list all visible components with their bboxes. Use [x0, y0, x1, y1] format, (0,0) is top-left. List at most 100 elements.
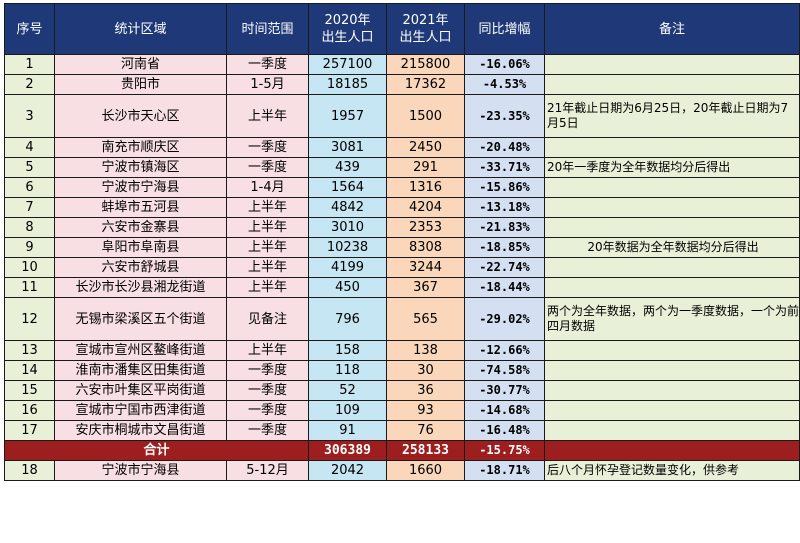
table-row: 15 六安市叶集区平岗街道 一季度 52 36 -30.77% — [4, 380, 800, 401]
table-row: 14 淮南市潘集区田集街道 一季度 118 30 -74.58% — [4, 360, 800, 381]
row-births-2021: 215800 — [386, 54, 465, 75]
header-region: 统计区域 — [54, 3, 227, 55]
row-region: 六安市金寨县 — [54, 217, 227, 238]
row-time-range: 上半年 — [226, 257, 309, 278]
row-region: 宁波市宁海县 — [54, 460, 227, 481]
row-note — [544, 197, 800, 218]
row-births-2021: 36 — [386, 380, 465, 401]
total-row: 合计 306389 258133 -15.75% — [4, 440, 800, 461]
row-note — [544, 54, 800, 75]
row-index: 6 — [4, 177, 55, 198]
table-row: 2 贵阳市 1-5月 18185 17362 -4.53% — [4, 74, 800, 95]
row-births-2021: 8308 — [386, 237, 465, 258]
row-region: 六安市舒城县 — [54, 257, 227, 278]
row-births-2020: 257100 — [308, 54, 387, 75]
row-births-2021: 1660 — [386, 460, 465, 481]
row-births-2021: 138 — [386, 340, 465, 361]
row-yoy-rate: -13.18% — [464, 197, 545, 218]
row-time-range: 一季度 — [226, 420, 309, 441]
row-yoy-rate: -16.06% — [464, 54, 545, 75]
row-births-2020: 439 — [308, 157, 387, 178]
total-births-2020: 306389 — [308, 440, 387, 461]
row-region: 淮南市潘集区田集街道 — [54, 360, 227, 381]
row-time-range: 一季度 — [226, 400, 309, 421]
row-births-2021: 30 — [386, 360, 465, 381]
row-births-2020: 796 — [308, 297, 387, 341]
row-births-2020: 2042 — [308, 460, 387, 481]
row-yoy-rate: -15.86% — [464, 177, 545, 198]
row-time-range: 1-4月 — [226, 177, 309, 198]
header-time: 时间范围 — [226, 3, 309, 55]
row-region: 无锡市梁溪区五个街道 — [54, 297, 227, 341]
row-index: 17 — [4, 420, 55, 441]
row-time-range: 一季度 — [226, 360, 309, 381]
total-note — [544, 440, 800, 461]
row-note — [544, 420, 800, 441]
row-region: 宁波市镇海区 — [54, 157, 227, 178]
row-time-range: 一季度 — [226, 380, 309, 401]
row-births-2020: 109 — [308, 400, 387, 421]
row-yoy-rate: -16.48% — [464, 420, 545, 441]
row-yoy-rate: -23.35% — [464, 94, 545, 138]
row-region: 宣城市宁国市西津街道 — [54, 400, 227, 421]
row-time-range: 5-12月 — [226, 460, 309, 481]
header-2021-label: 出生人口 — [399, 30, 452, 45]
header-note: 备注 — [544, 3, 800, 55]
row-births-2021: 1316 — [386, 177, 465, 198]
table-row: 3 长沙市天心区 上半年 1957 1500 -23.35% 21年截止日期为6月25日，2… — [4, 94, 800, 138]
row-region: 安庆市桐城市文昌街道 — [54, 420, 227, 441]
total-births-2021: 258133 — [386, 440, 465, 461]
row-births-2020: 1564 — [308, 177, 387, 198]
row-time-range: 一季度 — [226, 157, 309, 178]
row-note: 两个为全年数据，两个为一季度数据，一个为前四月数据 — [544, 297, 800, 341]
row-index: 12 — [4, 297, 55, 341]
row-note: 后八个月怀孕登记数量变化，供参考 — [544, 460, 800, 481]
row-index: 9 — [4, 237, 55, 258]
row-births-2021: 565 — [386, 297, 465, 341]
row-births-2021: 367 — [386, 277, 465, 298]
row-index: 18 — [4, 460, 55, 481]
row-births-2021: 76 — [386, 420, 465, 441]
row-index: 2 — [4, 74, 55, 95]
row-time-range: 见备注 — [226, 297, 309, 341]
row-births-2020: 4199 — [308, 257, 387, 278]
row-births-2020: 450 — [308, 277, 387, 298]
row-region: 阜阳市阜南县 — [54, 237, 227, 258]
table-row: 10 六安市舒城县 上半年 4199 3244 -22.74% — [4, 257, 800, 278]
row-births-2021: 2353 — [386, 217, 465, 238]
row-region: 宁波市宁海县 — [54, 177, 227, 198]
row-index: 7 — [4, 197, 55, 218]
row-yoy-rate: -14.68% — [464, 400, 545, 421]
header-row: 序号 统计区域 时间范围 2020年 出生人口 2021年 出生人口 同比增幅 备注 — [4, 3, 800, 55]
row-yoy-rate: -12.66% — [464, 340, 545, 361]
row-births-2021: 1500 — [386, 94, 465, 138]
row-note — [544, 360, 800, 381]
header-idx: 序号 — [4, 3, 55, 55]
row-yoy-rate: -30.77% — [464, 380, 545, 401]
row-births-2020: 3010 — [308, 217, 387, 238]
header-2020-year: 2020年 — [324, 13, 371, 28]
row-note — [544, 257, 800, 278]
total-yoy-rate: -15.75% — [464, 440, 545, 461]
table-row: 4 南充市顺庆区 一季度 3081 2450 -20.48% — [4, 137, 800, 158]
row-births-2021: 4204 — [386, 197, 465, 218]
row-births-2020: 4842 — [308, 197, 387, 218]
row-births-2021: 2450 — [386, 137, 465, 158]
birth-statistics-table: 序号 统计区域 时间范围 2020年 出生人口 2021年 出生人口 同比增幅 备注… — [4, 3, 800, 481]
row-yoy-rate: -18.44% — [464, 277, 545, 298]
table-row: 17 安庆市桐城市文昌街道 一季度 91 76 -16.48% — [4, 420, 800, 441]
table-row: 7 蚌埠市五河县 上半年 4842 4204 -13.18% — [4, 197, 800, 218]
row-births-2021: 93 — [386, 400, 465, 421]
row-yoy-rate: -21.83% — [464, 217, 545, 238]
row-births-2020: 10238 — [308, 237, 387, 258]
row-index: 8 — [4, 217, 55, 238]
row-index: 5 — [4, 157, 55, 178]
row-note — [544, 277, 800, 298]
row-time-range: 上半年 — [226, 237, 309, 258]
row-note: 21年截止日期为6月25日，20年截止日期为7月5日 — [544, 94, 800, 138]
row-births-2020: 91 — [308, 420, 387, 441]
row-note — [544, 340, 800, 361]
row-time-range: 上半年 — [226, 94, 309, 138]
row-yoy-rate: -29.02% — [464, 297, 545, 341]
row-index: 3 — [4, 94, 55, 138]
